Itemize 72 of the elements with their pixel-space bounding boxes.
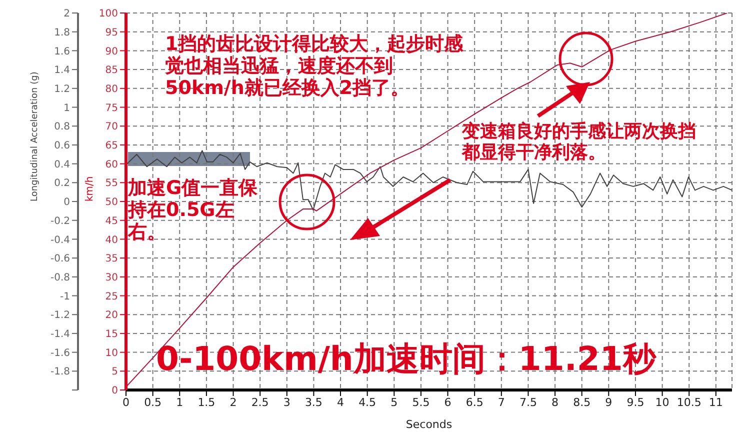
y-tick-label: 1.6 [54,46,70,58]
y2-tick-label: 75 [105,102,118,114]
y-tick-label: 0.8 [54,122,70,133]
y-tick-label: 1.8 [54,27,70,38]
x-tick-label: 0.5 [144,396,162,409]
line-series [126,13,728,388]
y2-tick-label: 100 [98,8,118,20]
y2-tick-label: 15 [105,329,118,340]
y2-tick-label: 95 [105,27,118,38]
y-tick-label: -1.2 [50,310,70,322]
x-tick-label: 1 [176,396,184,409]
y-tick-label: 1.4 [54,65,70,76]
y-tick-label: 1.2 [54,84,70,95]
y-tick-label: -1 [60,291,70,302]
annotation: 0-100km/h加速时间：11.21秒 [156,339,658,378]
x-tick-label: 3.5 [304,396,322,409]
y-tick-label: -1.8 [50,366,70,378]
x-tick-label: 10.5 [676,396,702,409]
y-tick-label: -1.6 [50,348,70,359]
x-tick-label: 11 [708,396,723,409]
y2-tick-label: 85 [105,65,118,76]
y2-tick-label: 70 [105,122,118,133]
x-axis-title: Seconds [406,418,452,431]
x-tick-label: 2 [230,396,237,409]
x-tick-label: 0 [122,396,130,409]
y2-tick-label: 50 [105,197,118,208]
x-tick-label: 2.5 [251,396,269,409]
x-tick-label: 8 [552,396,559,409]
y-tick-label: -0.6 [50,254,70,265]
y2-tick-label: 10 [105,348,118,359]
y2-tick-label: 55 [105,178,118,190]
y-tick-label: 0.6 [54,140,70,152]
y-tick-label: 2 [64,8,70,20]
y-tick-label: 0.4 [54,159,70,170]
x-tick-label: 7 [498,396,505,409]
annotation: 变速箱良好的手感让两次换挡都显得干净利落。 [462,121,697,164]
y2-tick-label: 5 [112,366,118,378]
y2-tick-label: 20 [105,310,118,322]
x-tick-label: 5.5 [412,396,430,409]
x-tick-label: 7.5 [519,396,537,409]
x-tick-label: 9.5 [626,396,644,409]
x-tick-label: 6 [444,396,452,409]
x-tick-label: 4.5 [358,396,376,409]
annotation: 1挡的齿比设计得比较大，起步时感觉也相当迅猛，速度还不到50km/h就已经换入2挡了。 [165,33,464,100]
y2-tick-label: 40 [105,234,118,246]
x-tick-label: 6.5 [466,396,484,409]
y2-tick-label: 65 [105,140,118,152]
y-tick-label: -1.4 [50,329,70,340]
y-tick-label: 0.2 [54,178,70,190]
x-tick-label: 10 [655,396,670,409]
y-axis-title: Longitudinal Acceleration (g) [30,72,40,202]
y2-tick-label: 60 [105,159,118,170]
y2-axis-title: km/h [84,176,96,202]
y2-tick-label: 90 [105,46,118,58]
x-tick-label: 5 [390,396,398,409]
y-tick-label: -0.4 [50,234,70,246]
y-tick-label: 0 [64,197,70,208]
y-tick-label: -0.2 [50,216,70,227]
x-tick-label: 1.5 [198,396,216,409]
annotation: 加速G值一直保持在0.5G左右。 [128,177,259,244]
y2-tick-label: 30 [105,272,118,284]
y-tick-label: -0.8 [50,272,70,284]
x-tick-label: 4 [337,396,344,409]
x-tick-label: 9 [605,396,612,409]
y2-tick-label: 80 [105,84,118,95]
y2-tick-label: 45 [105,216,118,227]
x-tick-label: 8.5 [573,396,591,409]
y-tick-label: 1 [64,102,70,114]
y2-tick-label: 25 [105,291,118,302]
y2-tick-label: 0 [112,386,118,397]
x-tick-label: 3 [283,396,290,409]
y2-tick-label: 35 [105,254,118,265]
